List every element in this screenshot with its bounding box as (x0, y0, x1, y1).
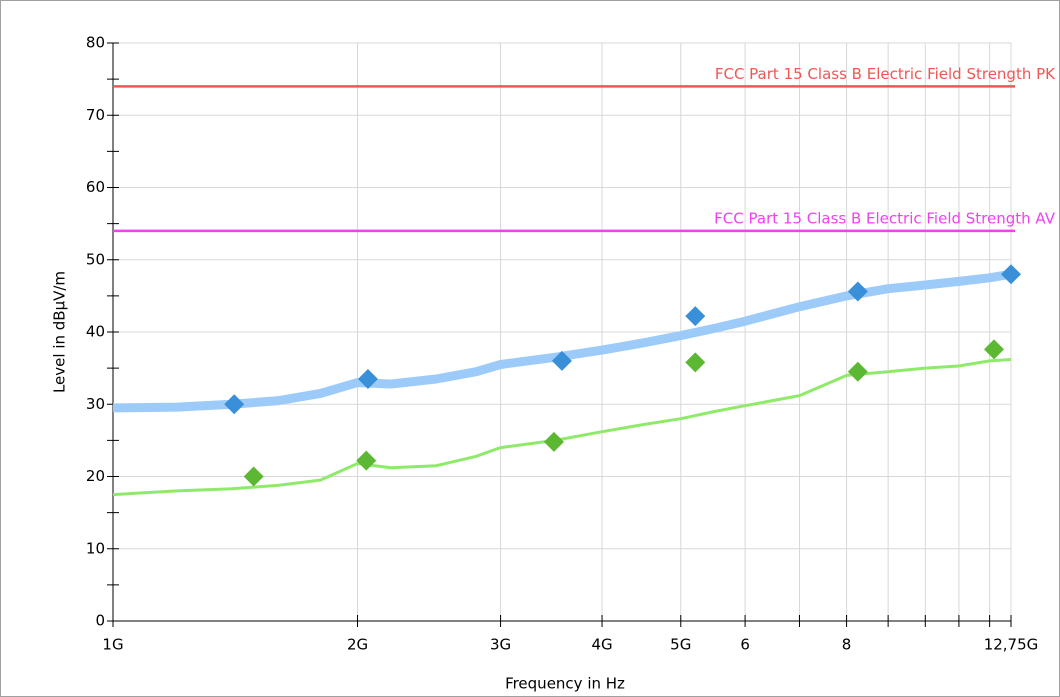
y-tick-label: 60 (86, 178, 105, 196)
marker (685, 306, 706, 327)
x-tick-label: 1G (102, 636, 123, 654)
trace (112, 269, 1012, 413)
y-tick-label: 80 (86, 34, 105, 52)
y-tick-label: 70 (86, 106, 105, 124)
marker (847, 361, 868, 382)
y-tick-label: 20 (86, 467, 105, 485)
x-tick-label: 4G (591, 636, 612, 654)
marker (357, 368, 378, 389)
x-tick-label: 6 (740, 636, 750, 654)
marker (1001, 264, 1021, 285)
limit-label: FCC Part 15 Class B Electric Field Stren… (715, 65, 1056, 83)
y-tick-label: 40 (86, 323, 105, 341)
marker (847, 281, 868, 302)
y-tick-label: 10 (86, 539, 105, 557)
y-tick-label: 0 (95, 612, 105, 630)
marker (551, 350, 572, 371)
marker (685, 352, 706, 373)
marker (356, 450, 377, 471)
x-tick-label: 8 (842, 636, 852, 654)
marker (243, 466, 264, 487)
y-tick-label: 30 (86, 395, 105, 413)
marker (983, 339, 1004, 360)
trace (112, 358, 1012, 497)
y-tick-label: 50 (86, 250, 105, 268)
x-tick-label: 2G (347, 636, 368, 654)
x-tick-label: 3G (490, 636, 511, 654)
x-axis-title: Frequency in Hz (505, 675, 625, 693)
marker (543, 431, 564, 452)
y-axis-title: Level in dBµV/m (51, 271, 69, 393)
marker (224, 394, 245, 415)
limit-label: FCC Part 15 Class B Electric Field Stren… (714, 209, 1056, 227)
x-tick-label: 5G (670, 636, 691, 654)
x-tick-label: 12,75G (984, 636, 1039, 654)
